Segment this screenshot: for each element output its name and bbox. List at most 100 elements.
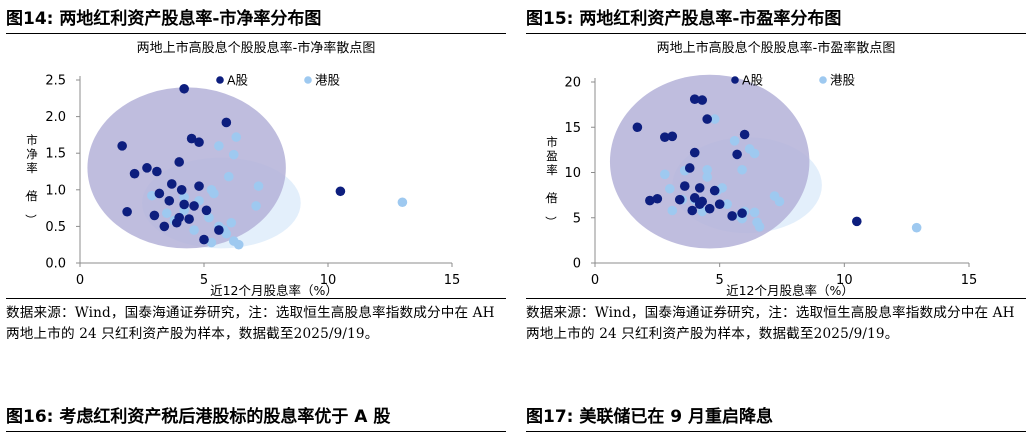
a-share-point	[684, 163, 695, 173]
a-share-point	[171, 217, 182, 228]
legend-label: 港股	[830, 73, 856, 88]
hk-share-point	[660, 169, 670, 180]
a-share-point	[149, 210, 160, 221]
bottom-rule	[6, 431, 506, 432]
hk-share-point	[667, 205, 678, 216]
x-tick-label: 0	[591, 273, 599, 288]
y-tick-label: 5	[573, 211, 581, 226]
x-axis-label: 近12个月股息率（%）	[726, 283, 854, 296]
a-share-point	[714, 199, 725, 209]
a-share-point	[164, 195, 175, 206]
a-share-point	[632, 122, 643, 133]
hk-share-point	[702, 164, 712, 175]
hk-share-point	[737, 164, 747, 175]
a-share-point	[694, 183, 705, 193]
a-share-point	[152, 166, 162, 177]
legend-label: A股	[742, 73, 764, 88]
a-share-point	[122, 206, 132, 217]
hk-share-point	[206, 237, 217, 248]
legend-marker	[731, 76, 739, 84]
source-rule	[6, 298, 506, 299]
hk-share-point	[911, 222, 922, 233]
a-share-point	[674, 194, 685, 205]
figure-14-panel: 图14: 两地红利资产股息率-市净率分布图 两地上市高股息个股股息率-市净率散点…	[6, 0, 506, 441]
a-share-point	[687, 205, 698, 216]
y-tick-label: 2.5	[45, 74, 66, 89]
a-share-point	[179, 199, 189, 210]
hk-share-point	[226, 217, 237, 228]
a-share-point	[739, 129, 750, 140]
y-tick-label: 20	[564, 76, 581, 91]
a-share-point	[166, 179, 177, 189]
y-tick-label: 2.0	[45, 110, 66, 125]
a-share-point	[852, 216, 862, 227]
y-tick-label: 1.5	[45, 147, 66, 162]
hk-share-point	[214, 141, 224, 151]
legend-marker	[216, 76, 224, 84]
figure-title: 图14: 两地红利资产股息率-市净率分布图	[6, 9, 322, 29]
figure-title: 图15: 两地红利资产股息率-市盈率分布图	[526, 9, 842, 29]
a-share-point	[199, 234, 209, 245]
a-share-point	[697, 196, 708, 207]
a-share-point	[335, 186, 346, 197]
x-tick-label: 10	[320, 273, 337, 288]
hk-share-point	[228, 149, 239, 160]
a-share-point	[652, 193, 663, 204]
hk-share-point	[253, 181, 264, 191]
a-share-point	[727, 211, 737, 221]
hk-share-point	[147, 190, 157, 201]
hk-share-point	[189, 225, 199, 235]
hk-share-point	[204, 212, 214, 223]
legend-marker	[819, 76, 827, 84]
y-tick-label: 0	[573, 257, 581, 272]
chart-title: 两地上市高股息个股股息率-市盈率散点图	[657, 40, 896, 56]
a-share-point	[186, 133, 197, 144]
bottom-rule	[526, 431, 1026, 432]
a-share-point	[709, 185, 720, 196]
hk-share-point	[665, 183, 675, 194]
hk-share-point	[162, 208, 172, 219]
a-share-point	[154, 188, 165, 199]
a-share-point	[704, 203, 715, 214]
hk-share-point	[179, 192, 189, 202]
y-axis-label: 市净率（倍）	[23, 133, 38, 226]
hk-share-point	[251, 201, 261, 211]
y-tick-label: 0.0	[45, 257, 66, 272]
legend-marker	[304, 76, 312, 84]
figure-15-panel: 图15: 两地红利资产股息率-市盈率分布图 两地上市高股息个股股息率-市盈率散点…	[526, 0, 1026, 441]
a-share-point	[214, 225, 224, 235]
legend-label: A股	[227, 73, 249, 88]
a-share-point	[679, 181, 690, 191]
hk-share-point	[709, 114, 720, 124]
hk-share-point	[697, 206, 708, 217]
a-share-point	[732, 149, 742, 160]
a-share-point	[194, 137, 204, 148]
a-share-cluster-ellipse	[87, 87, 286, 249]
hk-share-point	[752, 217, 762, 228]
a-share-point	[179, 83, 189, 94]
hk-share-point	[729, 136, 740, 146]
a-share-point	[667, 131, 678, 142]
a-share-point	[189, 201, 199, 211]
a-share-point	[221, 117, 232, 128]
a-share-point	[117, 141, 127, 151]
x-tick-label: 5	[200, 273, 208, 288]
a-share-point	[737, 208, 747, 219]
next-figure-title: 图16: 考虑红利资产税后港股标的股息率优于 A 股	[6, 407, 391, 427]
hk-share-point	[397, 197, 408, 208]
hk-share-point	[224, 171, 234, 182]
y-tick-label: 15	[564, 121, 581, 136]
source-rule	[526, 298, 1026, 299]
a-share-point	[645, 195, 655, 206]
a-share-point	[697, 95, 708, 105]
title-rule	[6, 33, 506, 34]
source-note: 数据来源：Wind，国泰海通证券研究，注：选取恒生高股息率指数成分中在 AH 两…	[526, 305, 1015, 342]
chart-title: 两地上市高股息个股股息率-市净率散点图	[137, 40, 376, 56]
x-axis-label: 近12个月股息率（%）	[210, 283, 338, 296]
a-share-point	[689, 147, 700, 158]
a-share-point	[702, 114, 712, 124]
y-tick-label: 10	[564, 166, 581, 181]
y-tick-label: 0.5	[45, 220, 66, 235]
chart-pe-scatter: 两地上市高股息个股股息率-市盈率散点图 0 5 10 15 20 0 5 10 15 近12个月股息…	[526, 34, 1026, 296]
a-share-point	[159, 221, 170, 232]
